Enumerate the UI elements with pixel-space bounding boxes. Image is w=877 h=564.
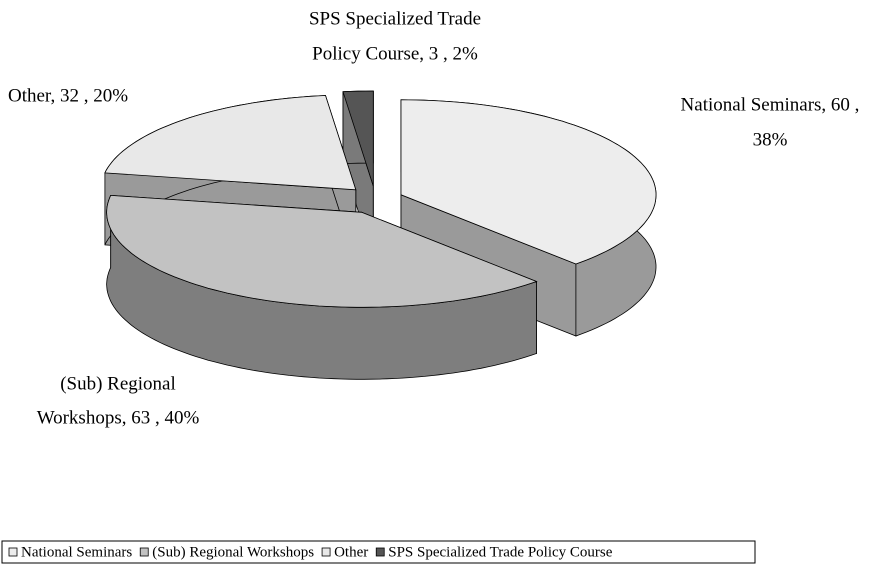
data-label: SPS Specialized Trade <box>309 8 481 29</box>
slice-top <box>342 90 374 187</box>
data-label: Workshops, 63 , 40% <box>37 407 200 428</box>
legend-label: National Seminars <box>21 544 132 560</box>
slice-top <box>400 99 657 265</box>
legend-label: SPS Specialized Trade Policy Course <box>388 544 613 560</box>
data-label: Policy Course, 3 , 2% <box>312 43 478 64</box>
data-label: Other, 32 , 20% <box>8 85 128 106</box>
data-label: National Seminars, 60 , <box>681 94 860 115</box>
slice <box>106 194 538 380</box>
legend-label: (Sub) Regional Workshops <box>152 544 314 560</box>
legend-swatch <box>139 547 149 557</box>
slice-top <box>104 95 357 191</box>
legend-swatch <box>375 547 385 557</box>
legend-swatch <box>8 547 18 557</box>
slice-top <box>106 194 538 308</box>
legend-label: Other <box>334 544 368 560</box>
data-label: (Sub) Regional <box>60 373 176 394</box>
legend-swatch <box>321 547 331 557</box>
data-label: 38% <box>753 129 788 150</box>
